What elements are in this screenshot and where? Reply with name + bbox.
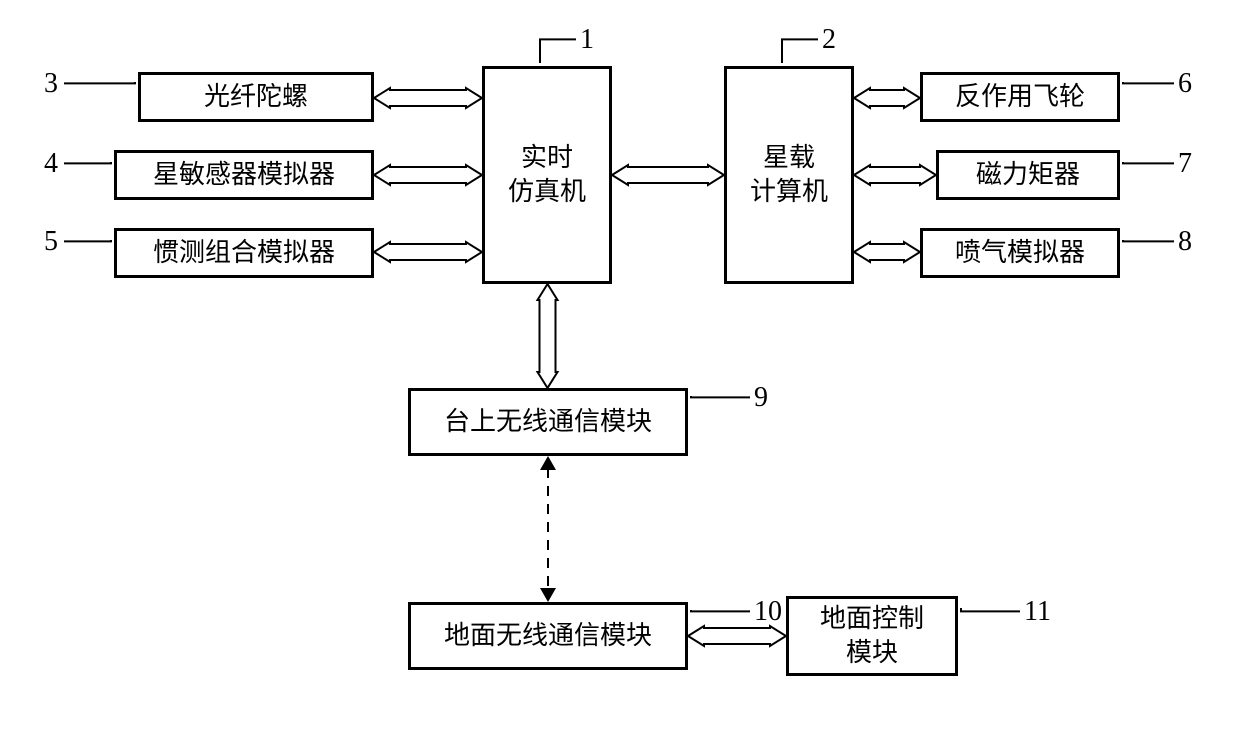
arrowhead-down [540, 588, 556, 602]
node-n4: 星敏感器模拟器 [114, 150, 374, 200]
double-arrow [854, 165, 936, 185]
node-label: 地面控制 模块 [820, 602, 924, 670]
ref-number-11: 11 [1024, 596, 1051, 628]
node-n5: 惯测组合模拟器 [114, 228, 374, 278]
node-n6: 反作用飞轮 [920, 72, 1120, 122]
ref-number-9: 9 [754, 382, 768, 414]
node-label: 实时 仿真机 [508, 141, 586, 209]
node-n1: 实时 仿真机 [482, 66, 612, 284]
leader-line-7 [1123, 162, 1174, 163]
node-n2: 星载 计算机 [724, 66, 854, 284]
ref-number-10: 10 [754, 596, 782, 628]
double-arrow [688, 626, 786, 646]
leader-line-3 [64, 82, 135, 83]
node-n11: 地面控制 模块 [786, 596, 958, 676]
ref-number-3: 3 [44, 68, 58, 100]
leader-line-11 [961, 608, 1020, 611]
ref-number-5: 5 [44, 226, 58, 258]
node-label: 星敏感器模拟器 [153, 158, 335, 192]
node-n7: 磁力矩器 [936, 150, 1120, 200]
node-n10: 地面无线通信模块 [408, 602, 688, 670]
node-label: 地面无线通信模块 [444, 619, 652, 653]
node-label: 喷气模拟器 [955, 236, 1085, 270]
ref-number-2: 2 [822, 24, 836, 56]
arrowhead-up [540, 456, 556, 470]
leader-line-4 [64, 162, 111, 163]
leader-line-6 [1123, 82, 1174, 83]
ref-number-7: 7 [1178, 148, 1192, 180]
double-arrow [854, 242, 920, 262]
ref-number-8: 8 [1178, 226, 1192, 258]
double-arrow [374, 242, 482, 262]
node-label: 台上无线通信模块 [444, 405, 652, 439]
leader-line-1 [540, 39, 576, 63]
node-label: 反作用飞轮 [955, 80, 1085, 114]
leader-line-5 [64, 240, 111, 241]
node-n9: 台上无线通信模块 [408, 388, 688, 456]
double-arrow [374, 165, 482, 185]
node-label: 磁力矩器 [976, 158, 1080, 192]
node-n3: 光纤陀螺 [138, 72, 374, 122]
ref-number-1: 1 [580, 24, 594, 56]
double-arrow [854, 88, 920, 108]
ref-number-4: 4 [44, 148, 58, 180]
leader-line-9 [691, 396, 750, 397]
diagram-canvas: 实时 仿真机 星载 计算机 光纤陀螺星敏感器模拟器惯测组合模拟器 反作用飞轮磁力矩器喷… [0, 0, 1240, 732]
leader-line-10 [691, 610, 750, 611]
leader-line-2 [782, 39, 818, 63]
node-label: 惯测组合模拟器 [153, 236, 335, 270]
leader-line-8 [1123, 240, 1174, 241]
node-label: 星载 计算机 [750, 141, 828, 209]
node-n8: 喷气模拟器 [920, 228, 1120, 278]
double-arrow [538, 284, 558, 388]
double-arrow [374, 88, 482, 108]
node-label: 光纤陀螺 [204, 80, 308, 114]
ref-number-6: 6 [1178, 68, 1192, 100]
double-arrow [612, 165, 724, 185]
